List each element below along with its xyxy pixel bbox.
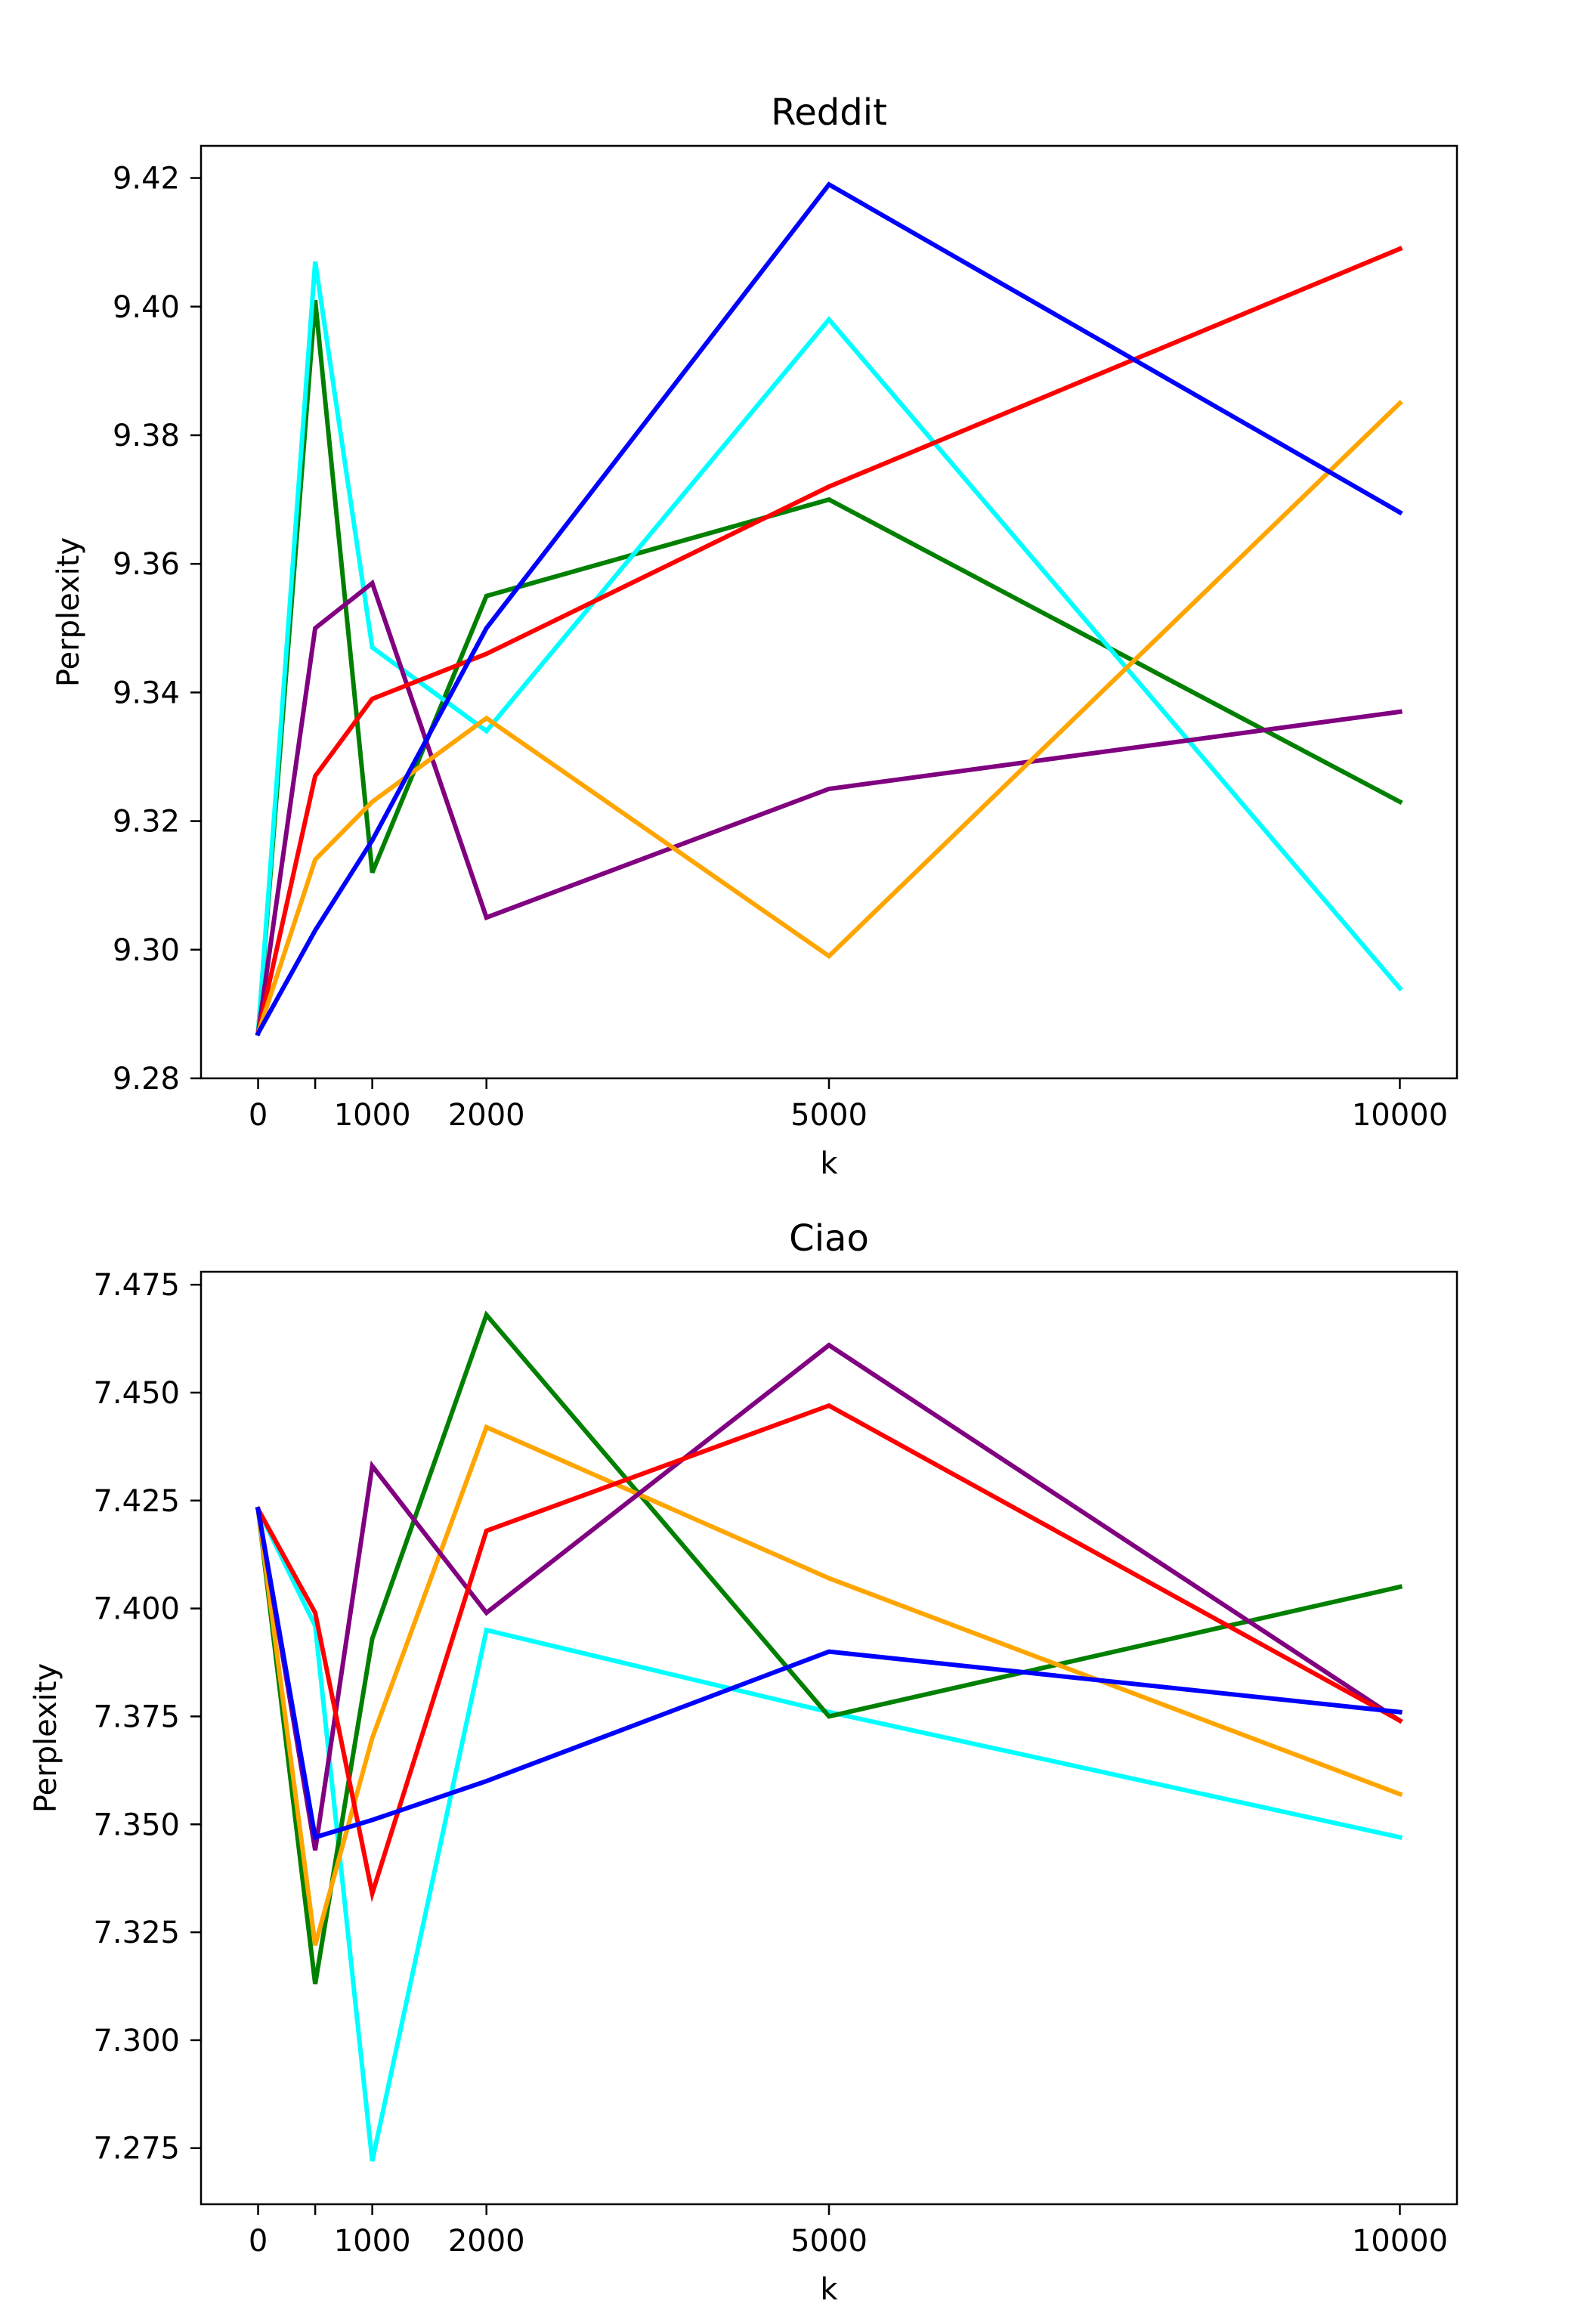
x-tick-label: 1000 xyxy=(334,1098,411,1133)
series-line-blue xyxy=(255,181,1403,1037)
y-tick-label: 7.425 xyxy=(93,1484,180,1519)
series-group xyxy=(255,181,1403,1037)
x-axis-label: k xyxy=(820,1146,838,1181)
series-line-green xyxy=(255,1310,1403,1985)
series-line-orange xyxy=(255,1424,1403,1946)
y-tick-label: 7.275 xyxy=(93,2132,180,2166)
x-axis: 0 1000 2000 5000 10000 xyxy=(249,1078,1448,1133)
x-tick-label: 2000 xyxy=(448,2224,525,2259)
x-tick-label: 1000 xyxy=(334,2224,411,2259)
x-tick-label: 10000 xyxy=(1352,2224,1448,2259)
y-axis-label: Perplexity xyxy=(51,537,86,687)
x-tick-label: 0 xyxy=(249,2224,268,2259)
y-tick-label: 9.40 xyxy=(113,290,180,325)
series-line-purple xyxy=(255,579,1403,1036)
y-tick-label: 7.350 xyxy=(93,1808,180,1842)
y-tick-label: 9.28 xyxy=(113,1062,180,1096)
plot-frame xyxy=(200,144,1458,1080)
chart-title: Ciao xyxy=(789,1217,869,1260)
y-axis: 7.275 7.300 7.325 7.350 7.375 7.400 7.425 7.450… xyxy=(93,1268,201,2166)
x-axis-label: k xyxy=(820,2272,838,2307)
series-line-blue xyxy=(255,1506,1403,1841)
y-tick-label: 7.475 xyxy=(93,1268,180,1303)
y-tick-label: 9.30 xyxy=(113,933,180,968)
x-tick-label: 5000 xyxy=(790,1098,868,1133)
y-tick-label: 9.38 xyxy=(113,419,180,453)
y-tick-label: 7.325 xyxy=(93,1916,180,1950)
x-tick-label: 0 xyxy=(249,1098,268,1133)
y-tick-label: 9.42 xyxy=(113,162,180,196)
y-tick-label: 7.450 xyxy=(93,1376,180,1411)
x-tick-label: 5000 xyxy=(790,2224,868,2259)
y-tick-label: 9.34 xyxy=(113,676,180,710)
series-line-purple xyxy=(255,1342,1403,1851)
y-tick-label: 9.36 xyxy=(113,547,180,582)
y-axis: 9.28 9.30 9.32 9.34 9.36 9.38 9.40 9.42 xyxy=(113,162,201,1096)
x-tick-label: 2000 xyxy=(448,1098,525,1133)
series-group xyxy=(255,1310,1403,2162)
series-line-red xyxy=(255,246,1403,1036)
y-tick-label: 7.300 xyxy=(93,2024,180,2058)
series-line-cyan xyxy=(255,1506,1403,2162)
plot-frame xyxy=(200,1270,1458,2206)
series-line-green xyxy=(255,299,1403,1036)
y-tick-label: 7.400 xyxy=(93,1592,180,1627)
chart-title: Reddit xyxy=(771,91,887,134)
series-line-red xyxy=(255,1402,1403,1903)
x-tick-label: 10000 xyxy=(1352,1098,1448,1133)
chart-panel-reddit: Reddit 0 1000 2000 5000 10000 k 9.28 9.30 9.32 9.3… xyxy=(51,91,1458,1181)
y-axis-label: Perplexity xyxy=(29,1663,63,1813)
y-tick-label: 7.375 xyxy=(93,1699,180,1734)
y-tick-label: 9.32 xyxy=(113,805,180,840)
x-axis: 0 1000 2000 5000 10000 xyxy=(249,2204,1448,2259)
series-line-orange xyxy=(255,400,1403,1037)
series-line-cyan xyxy=(255,261,1403,1036)
